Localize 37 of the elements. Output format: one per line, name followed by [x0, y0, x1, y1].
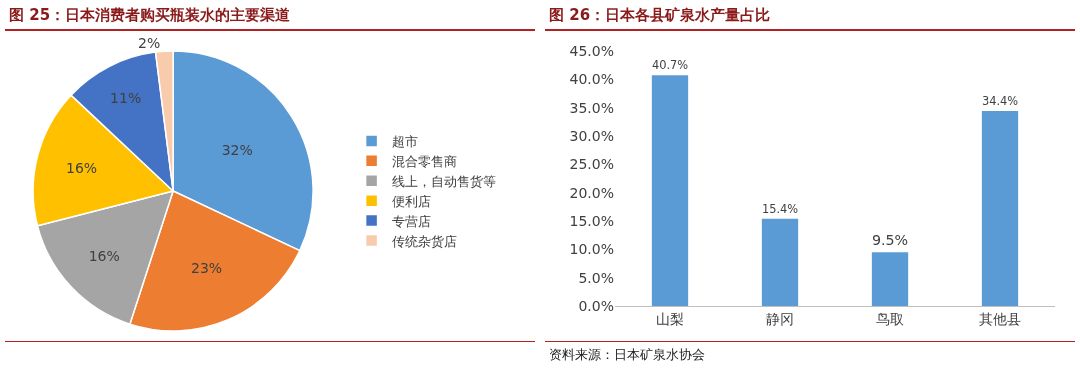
legend-label: 传统杂货店 — [391, 233, 457, 249]
y-tick-label: 25.0% — [569, 156, 614, 173]
y-tick-label: 45.0% — [569, 42, 614, 59]
x-tick-label: 静冈 — [766, 310, 794, 327]
bar — [651, 75, 689, 306]
y-tick-label: 20.0% — [569, 184, 614, 201]
legend-label: 专营店 — [391, 213, 431, 229]
bar — [761, 218, 799, 306]
data-label: 32% — [221, 142, 253, 159]
chart-title: 图 25：日本消费者购买瓶装水的主要渠道 — [5, 0, 535, 31]
y-tick-label: 0.0% — [578, 297, 614, 314]
legend-label: 便利店 — [391, 193, 431, 209]
y-tick-label: 30.0% — [569, 127, 614, 144]
text: 资料来源：日本矿泉水协会 — [545, 341, 1075, 370]
y-tick-label: 5.0% — [578, 269, 614, 286]
bar — [981, 111, 1019, 306]
y-tick-label: 10.0% — [569, 241, 614, 258]
legend-label: 超市 — [391, 134, 418, 150]
legend-label: 线上，自动售货等 — [391, 173, 496, 189]
y-tick-label: 15.0% — [569, 212, 614, 229]
chart-title: 图 26：日本各县矿泉水产量占比 — [545, 0, 1075, 31]
data-label: 16% — [66, 159, 98, 176]
data-label: 40.7% — [651, 58, 689, 73]
x-tick-label: 山梨 — [656, 310, 684, 327]
data-label: 2% — [138, 35, 161, 52]
data-label: 34.4% — [981, 94, 1019, 109]
y-tick-label: 40.0% — [569, 71, 614, 88]
x-tick-label: 鸟取 — [876, 310, 904, 327]
data-label: 11% — [110, 89, 142, 106]
data-label: 23% — [191, 260, 223, 277]
data-label: 16% — [88, 247, 120, 264]
x-tick-label: 其他县 — [979, 310, 1021, 327]
bar — [871, 252, 909, 306]
y-tick-label: 35.0% — [569, 99, 614, 116]
data-label: 9.5% — [871, 232, 909, 249]
legend-label: 混合零售商 — [391, 153, 457, 169]
data-label: 15.4% — [761, 201, 799, 216]
